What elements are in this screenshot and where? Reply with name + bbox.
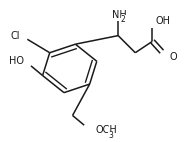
Text: Cl: Cl bbox=[10, 31, 20, 41]
Text: OH: OH bbox=[155, 16, 170, 26]
Text: O: O bbox=[169, 52, 177, 62]
Text: OCH: OCH bbox=[95, 125, 117, 135]
Text: 3: 3 bbox=[108, 131, 113, 140]
Text: 2: 2 bbox=[121, 15, 126, 24]
Text: HO: HO bbox=[9, 56, 24, 66]
Text: NH: NH bbox=[112, 10, 127, 20]
